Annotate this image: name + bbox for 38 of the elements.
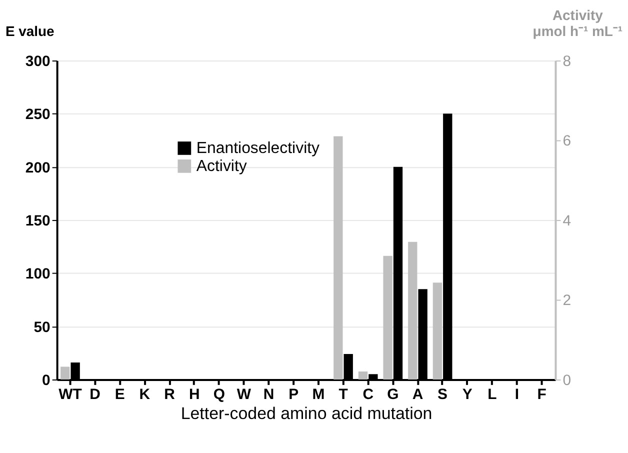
x-tick-label: H bbox=[188, 386, 200, 403]
y-tick-label: 250 bbox=[25, 106, 50, 124]
y-tick-label: 50 bbox=[34, 318, 50, 336]
x-tick-label: M bbox=[312, 386, 325, 403]
legend-label: Activity bbox=[196, 158, 247, 176]
x-tick-label: F bbox=[537, 386, 546, 403]
bar bbox=[334, 136, 343, 380]
x-tick-label: P bbox=[288, 386, 299, 403]
x-tick-label: S bbox=[438, 386, 448, 403]
x-tick-label: W bbox=[236, 386, 252, 403]
y2-axis-title: Activity μmol h⁻¹ mL⁻¹ bbox=[532, 7, 623, 40]
x-tick-label: K bbox=[139, 386, 150, 403]
y-axis-title: E value bbox=[5, 23, 55, 40]
y-tick-label: 0 bbox=[42, 372, 50, 389]
x-tick-label: D bbox=[90, 386, 101, 403]
y-tick-label: 200 bbox=[25, 159, 50, 176]
x-tick-label: L bbox=[488, 386, 497, 403]
x-tick-label: R bbox=[164, 386, 176, 403]
x-tick-label: G bbox=[387, 386, 399, 403]
x-tick-label: I bbox=[514, 386, 520, 403]
y2-tick-label: 8 bbox=[562, 52, 572, 70]
y-tick-label: 300 bbox=[25, 52, 50, 70]
y2-tick-label: 4 bbox=[562, 212, 572, 230]
x-tick-label: C bbox=[362, 386, 374, 403]
x-tick-label: T bbox=[338, 386, 348, 403]
x-tick-label: WT bbox=[58, 386, 82, 403]
x-tick-label: Y bbox=[462, 386, 472, 403]
y2-tick-label: 6 bbox=[562, 132, 572, 150]
legend-label: Enantioselectivity bbox=[196, 140, 320, 158]
y-tick-label: 100 bbox=[25, 266, 50, 283]
x-tick-label: N bbox=[263, 386, 274, 403]
y2-tick-label: 0 bbox=[562, 372, 572, 389]
y2-tick-label: 2 bbox=[562, 292, 572, 310]
x-tick-label: E bbox=[114, 386, 125, 403]
y-tick-label: 150 bbox=[25, 212, 50, 230]
x-tick-label: A bbox=[412, 386, 424, 403]
x-axis-title: Letter-coded amino acid mutation bbox=[180, 404, 432, 423]
x-tick-label: Q bbox=[213, 386, 225, 403]
